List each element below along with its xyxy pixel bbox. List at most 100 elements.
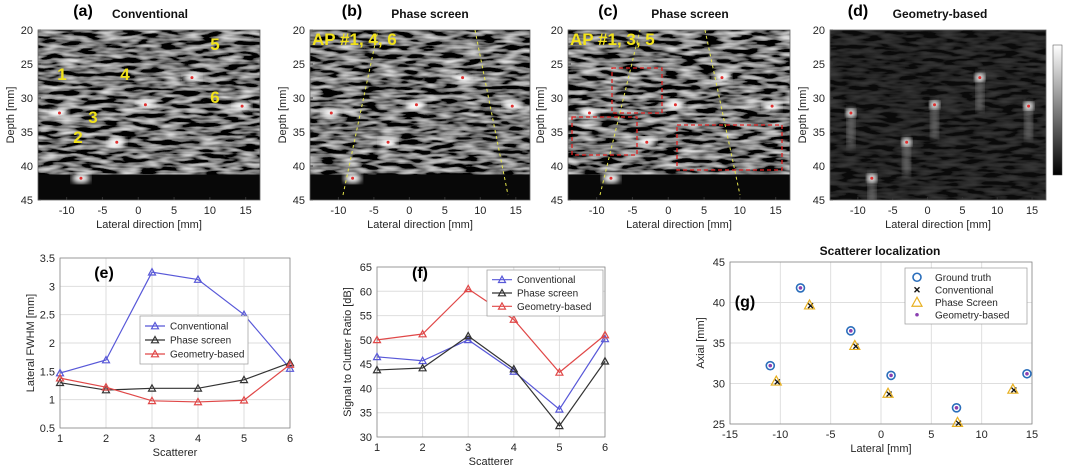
marker (463, 284, 473, 293)
scatterer-dot (79, 176, 83, 180)
panel-label: (c) (598, 3, 618, 20)
scatterer-dot (414, 103, 418, 107)
colorbar (1052, 44, 1063, 176)
marker (770, 374, 783, 386)
speckle (38, 30, 260, 200)
marker (147, 396, 157, 405)
legend-label: Phase screen (170, 336, 231, 347)
y-tick-label: 45 (713, 257, 725, 269)
y-tick-label: 0.5 (40, 423, 55, 435)
y-tick-label: 45 (293, 195, 305, 207)
streak (975, 71, 984, 112)
x-tick-label: 4 (195, 433, 201, 445)
legend-label: Conventional (935, 285, 993, 296)
marker (795, 283, 806, 293)
x-tick-label: 0 (406, 205, 412, 217)
x-tick-label: 10 (474, 205, 486, 217)
x-tick-label: 6 (287, 433, 293, 445)
marker (418, 363, 428, 372)
x-tick-label: -10 (772, 429, 788, 441)
y-tick-label: 30 (293, 93, 305, 105)
panel-label: (b) (342, 3, 362, 20)
scatterer-dot (933, 103, 937, 107)
x-tick-label: 0 (924, 205, 930, 217)
marker (463, 335, 473, 344)
marker (497, 301, 507, 310)
scatterer-dot (143, 103, 147, 107)
marker (147, 383, 157, 392)
marker (554, 367, 564, 376)
marker (1006, 382, 1019, 394)
marker (509, 364, 519, 373)
y-axis-label: Signal to Clutter Ratio [dB] (342, 287, 354, 417)
axes-frame (59, 257, 291, 429)
panel-label: (a) (73, 3, 93, 20)
marker (239, 395, 249, 404)
marker (954, 406, 959, 410)
x-tick-label: 0 (135, 205, 141, 217)
y-tick-label: 45 (813, 195, 825, 207)
axes-frame (37, 29, 261, 201)
marker (497, 274, 507, 284)
x-axis-label: Scatterer (153, 447, 198, 459)
marker (285, 358, 295, 367)
marker (848, 339, 861, 351)
marker (150, 349, 160, 358)
marker (889, 373, 893, 378)
y-tick-label: 25 (551, 59, 563, 71)
y-axis-label: Depth [mm] (797, 87, 809, 144)
speckle (310, 30, 530, 200)
x-axis-label: Lateral [mm] (850, 443, 911, 455)
x-tick-label: -5 (888, 205, 898, 217)
y-tick-label: 35 (551, 127, 563, 139)
x-tick-label: -10 (59, 205, 75, 217)
streak (1024, 100, 1033, 141)
x-axis-label: Lateral direction [mm] (626, 219, 732, 231)
x-tick-label: 10 (204, 205, 216, 217)
x-tick-label: 5 (701, 205, 707, 217)
x-axis-label: Lateral direction [mm] (367, 219, 473, 231)
x-tick-label: 3 (465, 442, 471, 454)
x-tick-label: -10 (330, 205, 346, 217)
panel-title: Phase screen (391, 7, 468, 21)
marker (600, 334, 610, 343)
scatterer-dot (115, 140, 119, 144)
panel-title: Conventional (112, 7, 188, 21)
panel-label: (g) (735, 294, 755, 311)
y-tick-label: 30 (21, 93, 33, 105)
y-tick-label: 35 (813, 127, 825, 139)
y-tick-label: 40 (813, 161, 825, 173)
y-tick-label: 1.5 (40, 366, 55, 378)
y-tick-label: 40 (551, 161, 563, 173)
x-tick-label: 5 (241, 433, 247, 445)
x-tick-label: -5 (369, 205, 379, 217)
x-tick-label: -15 (722, 429, 738, 441)
y-tick-label: 50 (360, 335, 372, 347)
marker (886, 370, 896, 381)
y-tick-label: 40 (360, 383, 372, 395)
scatterer-dot (461, 76, 465, 80)
marker (509, 314, 519, 323)
streak (846, 106, 855, 147)
dark-band (38, 174, 260, 200)
marker (798, 286, 803, 290)
y-tick-label: 30 (360, 432, 372, 444)
x-tick-label: -5 (628, 205, 638, 217)
marker (554, 404, 564, 413)
y-axis-label: Depth [mm] (535, 87, 547, 144)
x-tick-label: -10 (850, 205, 866, 217)
legend-label: Geometry-based (935, 310, 1009, 321)
marker (372, 352, 382, 361)
y-tick-label: 65 (360, 262, 372, 274)
x-axis-label: Scatterer (469, 456, 514, 468)
y-tick-label: 55 (360, 311, 372, 323)
streak (902, 136, 911, 177)
x-tick-label: 1 (374, 442, 380, 454)
y-axis-label: Axial [mm] (695, 317, 707, 368)
x-tick-label: -10 (589, 205, 605, 217)
marker (101, 382, 111, 391)
y-axis-label: Depth [mm] (277, 87, 289, 144)
marker (150, 321, 160, 330)
x-tick-label: 5 (928, 429, 934, 441)
ultrasound-image (38, 30, 260, 200)
